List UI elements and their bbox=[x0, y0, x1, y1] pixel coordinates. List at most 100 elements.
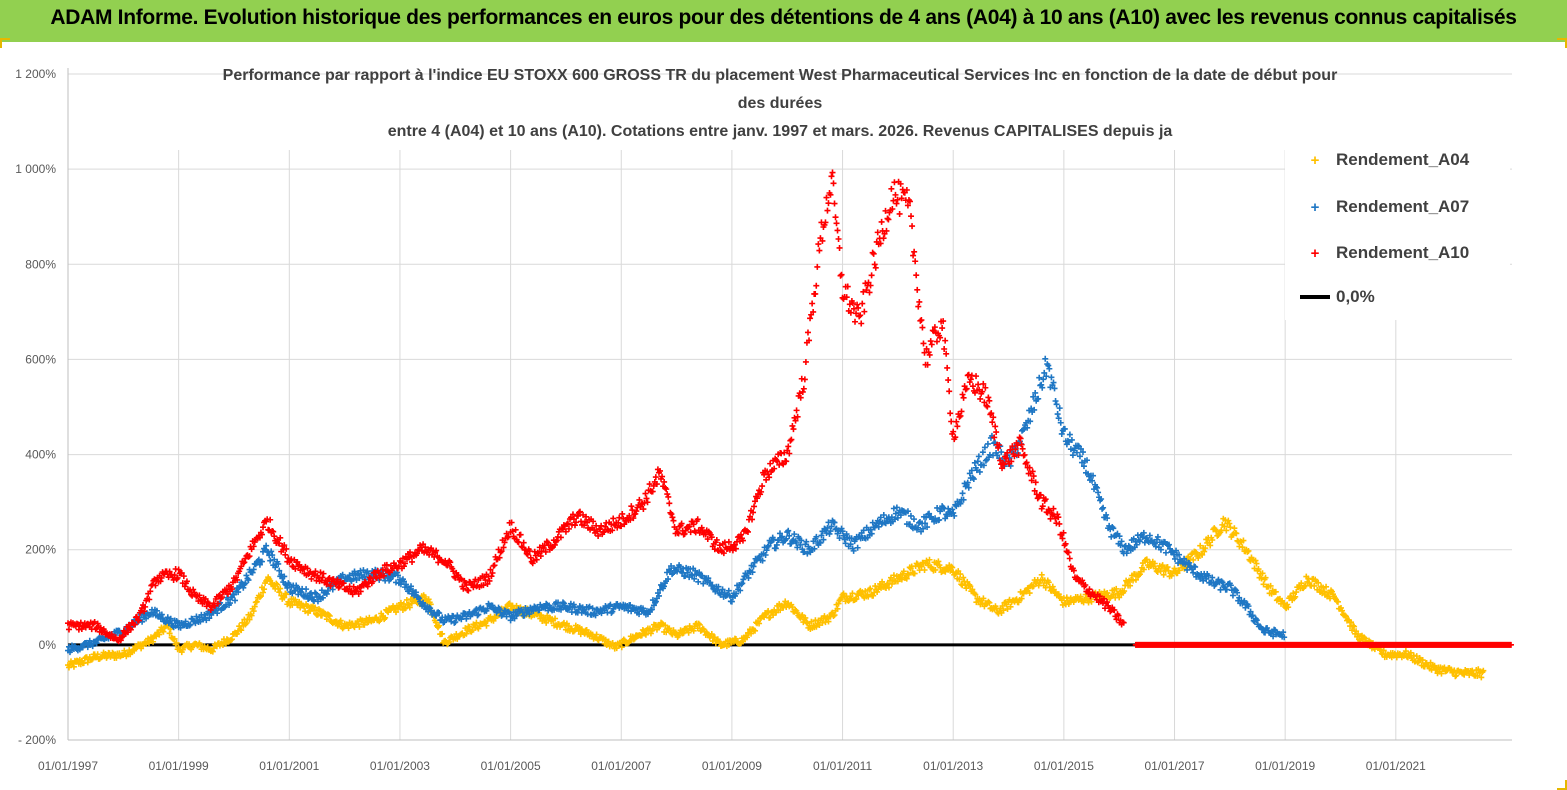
data-point bbox=[639, 605, 646, 612]
data-point bbox=[326, 612, 333, 619]
data-point bbox=[926, 351, 933, 358]
data-point bbox=[415, 546, 422, 553]
data-point bbox=[171, 572, 178, 579]
data-point bbox=[1151, 560, 1158, 567]
data-point bbox=[234, 630, 241, 637]
chart-title-line-3: entre 4 (A04) et 10 ans (A10). Cotations… bbox=[387, 123, 1173, 140]
data-point bbox=[1049, 583, 1056, 590]
data-point bbox=[748, 630, 755, 637]
data-point bbox=[923, 345, 930, 352]
data-point bbox=[1199, 551, 1206, 558]
data-point bbox=[278, 571, 285, 578]
data-point bbox=[996, 441, 1003, 448]
data-point bbox=[785, 443, 792, 450]
data-point bbox=[1055, 415, 1062, 422]
data-point bbox=[990, 414, 997, 421]
data-point bbox=[663, 486, 670, 493]
data-point bbox=[1061, 425, 1068, 432]
data-point bbox=[949, 506, 956, 513]
data-point bbox=[1270, 633, 1277, 640]
data-point bbox=[1053, 401, 1060, 408]
data-point bbox=[501, 539, 508, 546]
data-point bbox=[97, 624, 104, 631]
data-point bbox=[927, 338, 934, 345]
data-point bbox=[604, 526, 611, 533]
data-point bbox=[811, 545, 818, 552]
data-point bbox=[893, 504, 900, 511]
data-point bbox=[705, 575, 712, 582]
data-point bbox=[138, 605, 145, 612]
data-point bbox=[543, 619, 550, 626]
x-tick-label: 01/01/1997 bbox=[38, 759, 98, 773]
data-point bbox=[653, 481, 660, 488]
data-point bbox=[720, 550, 727, 557]
data-point bbox=[816, 247, 823, 254]
data-point bbox=[283, 545, 290, 552]
data-point bbox=[187, 621, 194, 628]
data-point bbox=[752, 498, 759, 505]
data-point bbox=[332, 581, 339, 588]
data-point bbox=[1225, 517, 1232, 524]
data-point bbox=[840, 532, 847, 539]
data-point bbox=[570, 516, 577, 523]
data-point bbox=[950, 509, 957, 516]
data-point bbox=[1219, 579, 1226, 586]
data-point bbox=[133, 613, 140, 620]
data-point bbox=[834, 605, 841, 612]
data-point bbox=[683, 626, 690, 633]
data-point bbox=[613, 645, 620, 652]
data-point bbox=[405, 601, 412, 608]
data-point bbox=[159, 615, 166, 622]
data-point bbox=[119, 633, 126, 640]
data-point bbox=[1164, 564, 1171, 571]
data-point bbox=[1298, 580, 1305, 587]
data-point bbox=[552, 615, 559, 622]
data-point bbox=[1004, 449, 1011, 456]
y-tick-label: 800% bbox=[25, 257, 56, 271]
data-point bbox=[218, 594, 225, 601]
data-point bbox=[256, 594, 263, 601]
data-point bbox=[737, 587, 744, 594]
data-point bbox=[861, 308, 868, 315]
data-point bbox=[267, 577, 274, 584]
data-point bbox=[253, 598, 260, 605]
data-point bbox=[1064, 437, 1071, 444]
data-point bbox=[759, 483, 766, 490]
data-point bbox=[960, 496, 967, 503]
data-point bbox=[1000, 460, 1006, 467]
data-point bbox=[988, 410, 995, 417]
data-point bbox=[402, 581, 409, 588]
data-point bbox=[1023, 588, 1030, 595]
data-point bbox=[975, 381, 982, 388]
data-point bbox=[985, 598, 992, 605]
data-point bbox=[228, 636, 235, 643]
data-point bbox=[1154, 568, 1161, 575]
data-point bbox=[257, 593, 264, 600]
data-point bbox=[652, 598, 659, 605]
data-point bbox=[572, 519, 579, 526]
data-point bbox=[900, 568, 907, 575]
data-point bbox=[648, 606, 655, 613]
data-point bbox=[562, 528, 569, 535]
data-point bbox=[655, 592, 662, 599]
data-point bbox=[1236, 594, 1243, 601]
data-point bbox=[750, 509, 757, 516]
data-point bbox=[877, 514, 884, 521]
data-point bbox=[670, 627, 677, 634]
data-point bbox=[803, 538, 810, 545]
data-point bbox=[921, 567, 928, 574]
data-point bbox=[500, 544, 507, 551]
data-point bbox=[542, 548, 549, 555]
data-point bbox=[1046, 365, 1053, 372]
data-point bbox=[771, 465, 778, 472]
data-point bbox=[937, 564, 944, 571]
data-point bbox=[186, 622, 193, 629]
data-point bbox=[1018, 595, 1025, 602]
data-point bbox=[1206, 539, 1213, 546]
data-point bbox=[729, 547, 736, 554]
data-point bbox=[951, 512, 958, 519]
data-point bbox=[807, 315, 814, 322]
data-point bbox=[509, 528, 516, 535]
data-point bbox=[922, 520, 929, 527]
data-point bbox=[704, 536, 711, 543]
